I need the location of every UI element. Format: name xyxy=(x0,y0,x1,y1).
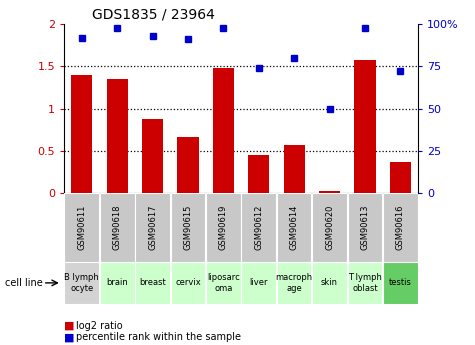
Text: GSM90613: GSM90613 xyxy=(361,205,370,250)
Bar xyxy=(213,68,234,193)
Bar xyxy=(241,262,276,304)
Text: GSM90618: GSM90618 xyxy=(113,205,122,250)
Bar xyxy=(135,193,170,262)
Text: liposarc
oma: liposarc oma xyxy=(207,273,240,293)
Bar xyxy=(100,193,134,262)
Bar xyxy=(390,162,411,193)
Text: percentile rank within the sample: percentile rank within the sample xyxy=(76,333,241,342)
Bar xyxy=(319,191,340,193)
Text: cervix: cervix xyxy=(175,278,201,287)
Bar xyxy=(348,193,382,262)
Text: T lymph
oblast: T lymph oblast xyxy=(348,273,382,293)
Bar xyxy=(277,193,312,262)
Bar xyxy=(206,262,241,304)
Text: skin: skin xyxy=(321,278,338,287)
Text: GSM90619: GSM90619 xyxy=(219,205,228,250)
Text: cell line: cell line xyxy=(5,278,42,288)
Text: GSM90615: GSM90615 xyxy=(183,205,192,250)
Text: ■: ■ xyxy=(64,321,75,331)
Bar xyxy=(277,262,312,304)
Bar xyxy=(135,262,170,304)
Text: GSM90612: GSM90612 xyxy=(254,205,263,250)
Text: brain: brain xyxy=(106,278,128,287)
Text: GSM90616: GSM90616 xyxy=(396,205,405,250)
Text: testis: testis xyxy=(389,278,412,287)
Bar xyxy=(71,75,93,193)
Bar xyxy=(142,119,163,193)
Bar xyxy=(171,262,205,304)
Bar xyxy=(106,79,128,193)
Bar xyxy=(354,60,376,193)
Text: GDS1835 / 23964: GDS1835 / 23964 xyxy=(93,8,215,22)
Text: macroph
age: macroph age xyxy=(276,273,313,293)
Bar xyxy=(206,193,241,262)
Text: breast: breast xyxy=(139,278,166,287)
Text: B lymph
ocyte: B lymph ocyte xyxy=(65,273,99,293)
Bar xyxy=(383,262,418,304)
Bar xyxy=(312,262,347,304)
Bar xyxy=(177,137,199,193)
Bar xyxy=(284,145,305,193)
Bar xyxy=(312,193,347,262)
Bar xyxy=(65,262,99,304)
Bar xyxy=(241,193,276,262)
Bar xyxy=(171,193,205,262)
Bar xyxy=(100,262,134,304)
Bar xyxy=(65,193,99,262)
Text: log2 ratio: log2 ratio xyxy=(76,321,123,331)
Bar xyxy=(348,262,382,304)
Text: GSM90614: GSM90614 xyxy=(290,205,299,250)
Text: ■: ■ xyxy=(64,333,75,342)
Bar xyxy=(383,193,418,262)
Text: GSM90620: GSM90620 xyxy=(325,205,334,250)
Text: liver: liver xyxy=(249,278,268,287)
Text: GSM90611: GSM90611 xyxy=(77,205,86,250)
Bar xyxy=(248,155,269,193)
Text: GSM90617: GSM90617 xyxy=(148,205,157,250)
